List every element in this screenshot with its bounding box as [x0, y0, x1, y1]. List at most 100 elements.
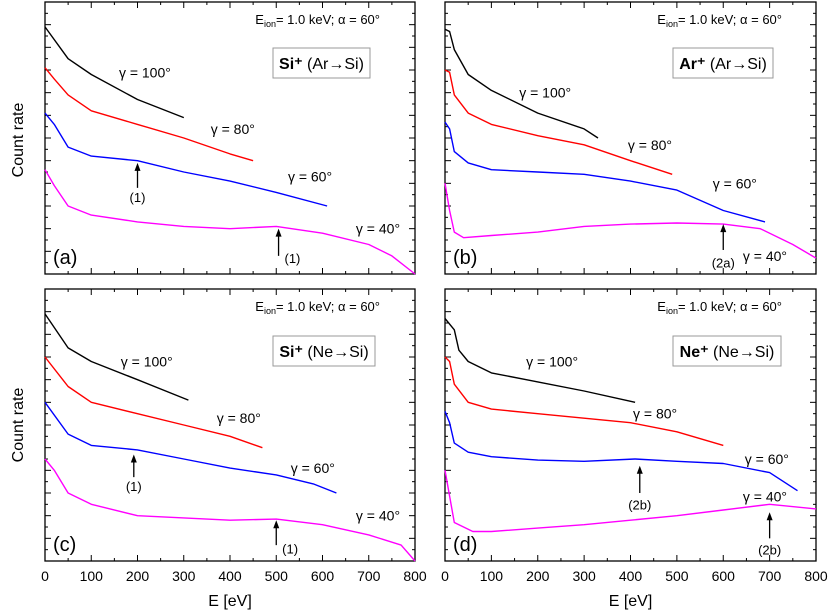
header-sub: ion — [264, 306, 276, 316]
arrow-up-icon — [720, 224, 727, 233]
series-line-2 — [44, 401, 337, 494]
series-label: γ = 40° — [356, 221, 400, 237]
panel-c: 0 100 200 300 400 500 600 700 800 E [eV] Count rat… — [10, 288, 427, 610]
x-tick-label: 500 — [665, 568, 689, 584]
x-tick-label: 0 — [441, 568, 449, 584]
legend-box — [672, 335, 782, 367]
x-tick-label: 0 — [41, 568, 49, 584]
header-sub: ion — [264, 19, 276, 29]
series-label: γ = 80° — [211, 121, 255, 137]
series-label: γ = 80° — [628, 137, 672, 153]
legend-ion: Si⁺ — [279, 56, 303, 73]
arrow-up-icon — [275, 228, 282, 237]
header-text: Eion= 1.0 keV; α = 60° — [255, 12, 380, 29]
header-rest: = 1.0 keV; α = 60° — [276, 12, 380, 27]
series-label: γ = 40° — [356, 508, 400, 524]
header-text: Eion= 1.0 keV; α = 60° — [657, 12, 782, 29]
panel-label: (c) — [53, 534, 76, 556]
series-line-0 — [444, 318, 636, 403]
x-tick-label: 400 — [218, 568, 242, 584]
y-axis-label: Count rate — [10, 388, 27, 463]
series-line-3 — [44, 169, 416, 275]
header-e: E — [255, 12, 264, 27]
series-line-1 — [444, 356, 724, 447]
x-tick-label: 600 — [712, 568, 736, 584]
x-tick-label: 100 — [480, 568, 504, 584]
arrow-up-icon — [636, 465, 643, 474]
x-tick-label: 200 — [126, 568, 150, 584]
annotation-label: (1) — [126, 479, 142, 494]
annotation-label: (1) — [130, 190, 146, 205]
annotation-label: (1) — [284, 251, 300, 266]
series-label: γ = 60° — [288, 169, 332, 185]
x-tick-label: 300 — [572, 568, 596, 584]
series-line-0 — [44, 26, 185, 119]
legend-text: Si⁺ (Ne→Si) — [279, 344, 368, 361]
arrow-up-icon — [130, 454, 137, 463]
series-line-2 — [44, 112, 328, 207]
legend-box — [272, 47, 371, 79]
annotation-label: (2a) — [712, 256, 735, 271]
panel-d: 0 100 200 300 400 500 600 700 800 E [eV] Eion= 1.0… — [441, 288, 828, 610]
series-label: γ = 60° — [291, 460, 335, 476]
legend-ion: Ne⁺ — [680, 344, 709, 361]
series-label: γ = 40° — [743, 248, 787, 264]
annotation-label: (2b) — [758, 543, 781, 558]
x-axis-label: E [eV] — [208, 593, 252, 610]
arrow-up-icon — [273, 520, 280, 529]
panel-label: (b) — [453, 247, 477, 269]
series-label: γ = 100° — [526, 354, 578, 370]
legend-text: Ar⁺ (Ar→Si) — [679, 56, 767, 73]
series-line-2 — [444, 121, 766, 223]
series-line-0 — [44, 313, 189, 401]
x-tick-label: 100 — [80, 568, 104, 584]
arrow-up-icon — [134, 162, 141, 171]
panel-a: Count rate Eion= 1.0 keV; α = 60° Si⁺ (Ar→… — [10, 1, 416, 275]
x-tick-label: 800 — [403, 568, 427, 584]
series-line-3 — [444, 470, 817, 533]
series-label: γ = 60° — [745, 451, 789, 467]
legend-box — [672, 47, 774, 79]
series-label: γ = 100° — [121, 354, 173, 370]
series-line-0 — [444, 28, 599, 139]
header-e: E — [657, 12, 666, 27]
header-rest: = 1.0 keV; α = 60° — [678, 12, 782, 27]
legend-text: Ne⁺ (Ne→Si) — [680, 344, 775, 361]
header-text: Eion= 1.0 keV; α = 60° — [657, 299, 782, 316]
series-label: γ = 60° — [713, 175, 757, 191]
series-line-1 — [44, 356, 263, 449]
series-label: γ = 80° — [633, 406, 677, 422]
x-tick-label: 600 — [311, 568, 335, 584]
x-tick-label: 200 — [526, 568, 550, 584]
legend-reaction: (Ar→Si) — [705, 56, 766, 73]
header-rest: = 1.0 keV; α = 60° — [276, 299, 380, 314]
header-e: E — [657, 299, 666, 314]
legend-ion: Ar⁺ — [679, 56, 705, 73]
annotation-label: (1) — [282, 542, 298, 557]
header-e: E — [255, 299, 264, 314]
header-sub: ion — [666, 306, 678, 316]
y-axis-label: Count rate — [10, 103, 27, 178]
header-rest: = 1.0 keV; α = 60° — [678, 299, 782, 314]
x-tick-label: 700 — [758, 568, 782, 584]
x-tick-label: 700 — [357, 568, 381, 584]
series-label: γ = 100° — [519, 85, 571, 101]
series-line-1 — [44, 67, 254, 162]
legend-ion: Si⁺ — [279, 344, 303, 361]
legend-reaction: (Ne→Si) — [303, 344, 369, 361]
series-line-2 — [444, 411, 798, 492]
legend-box — [272, 335, 376, 367]
series-line-1 — [444, 69, 673, 175]
header-text: Eion= 1.0 keV; α = 60° — [255, 299, 380, 316]
panel-label: (d) — [453, 534, 477, 556]
panel-label: (a) — [53, 247, 77, 269]
x-axis-label: E [eV] — [609, 593, 653, 610]
header-sub: ion — [666, 19, 678, 29]
series-line-3 — [444, 183, 817, 259]
x-tick-label: 400 — [619, 568, 643, 584]
series-label: γ = 100° — [119, 64, 171, 80]
legend-text: Si⁺ (Ar→Si) — [279, 56, 364, 73]
legend-reaction: (Ne→Si) — [709, 344, 775, 361]
series-line-3 — [44, 458, 416, 562]
